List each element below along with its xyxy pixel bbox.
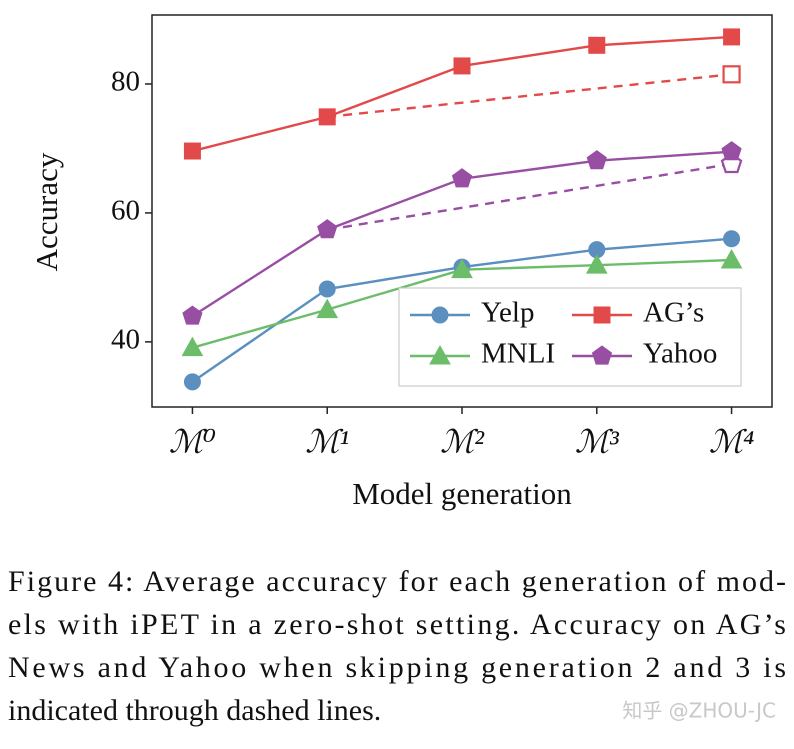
- legend-marker: [431, 306, 449, 324]
- legend-label: AG’s: [643, 297, 704, 329]
- marker: [183, 373, 201, 391]
- dashed-line: [327, 73, 732, 119]
- legend-box: [398, 287, 742, 387]
- caption-line: Figure 4: Average accuracy for each gene…: [8, 565, 786, 598]
- marker: [453, 57, 471, 75]
- dashed-line: [327, 162, 732, 231]
- caption-line: indicated through dashed lines.: [8, 694, 381, 727]
- caption-line: els with iPET in a zero-shot setting. Ac…: [8, 608, 786, 641]
- caption-line: News and Yahoo when skipping generation …: [8, 651, 786, 684]
- x-axis-label: Model generation: [352, 476, 572, 511]
- legend-label: Yahoo: [643, 338, 717, 370]
- marker: [451, 258, 473, 279]
- x-tick-label: ℳ¹: [305, 423, 349, 459]
- marker: [720, 248, 743, 269]
- x-tick-label: ℳ²: [440, 423, 485, 459]
- y-axis-label: Accuracy: [29, 152, 64, 271]
- marker: [183, 142, 201, 160]
- marker: [451, 168, 473, 188]
- legend-label: MNLI: [481, 338, 555, 370]
- legend-label: Yelp: [481, 297, 534, 329]
- y-tick-label: 80: [111, 66, 140, 98]
- legend-marker: [591, 345, 613, 365]
- marker: [318, 280, 336, 298]
- marker: [316, 298, 339, 319]
- marker: [317, 219, 338, 239]
- watermark: 知乎 @ZHOU-JC: [622, 699, 776, 723]
- caption: Figure 4: Average accuracy for each gene…: [8, 565, 786, 727]
- x-tick-label: ℳ⁰: [169, 423, 216, 459]
- legend-marker: [593, 306, 611, 324]
- marker: [721, 141, 742, 161]
- marker: [723, 28, 741, 46]
- x-tick-label: ℳ⁴: [709, 423, 754, 459]
- marker: [723, 230, 741, 248]
- marker: [182, 305, 203, 325]
- y-tick-label: 60: [111, 195, 140, 227]
- marker: [588, 36, 606, 54]
- legend-marker: [429, 344, 451, 365]
- x-tick-label: ℳ³: [575, 423, 619, 459]
- marker: [586, 150, 607, 170]
- marker: [318, 108, 336, 126]
- marker: [585, 254, 608, 274]
- marker: [722, 65, 741, 84]
- y-tick-label: 40: [111, 324, 140, 356]
- series-line: [192, 35, 732, 153]
- marker: [181, 336, 204, 357]
